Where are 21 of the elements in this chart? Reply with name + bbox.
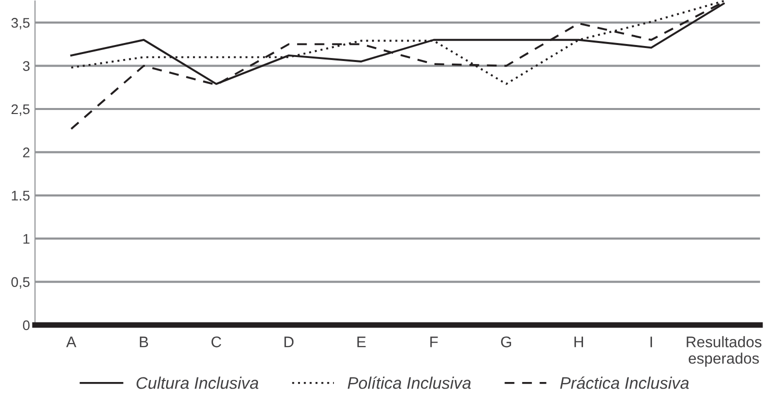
y-tick-label: 0 bbox=[22, 320, 30, 330]
y-tick-label: 3,5 bbox=[11, 18, 30, 30]
y-tick-label: 1.5 bbox=[12, 190, 30, 201]
legend-label: Práctica Inclusiva bbox=[560, 376, 689, 389]
y-tick-label: 2,5 bbox=[12, 104, 30, 116]
y-tick-label: 0,5 bbox=[11, 277, 30, 289]
y-tick-label: 3 bbox=[22, 61, 30, 71]
x-tick-label: C bbox=[212, 336, 222, 348]
y-tick-label: 2 bbox=[23, 148, 30, 158]
x-tick-label: D bbox=[284, 336, 294, 348]
x-tick-label: A bbox=[66, 336, 76, 348]
legend-label: Cultura Inclusiva bbox=[136, 376, 258, 389]
x-tick-label: I bbox=[650, 336, 652, 348]
x-tick-label: G bbox=[501, 336, 512, 348]
x-tick-label: F bbox=[430, 336, 438, 348]
x-tick-label: H bbox=[574, 336, 584, 348]
x-tick-label: B bbox=[140, 336, 148, 348]
y-tick-label: 1 bbox=[23, 234, 30, 244]
x-tick-label: E bbox=[357, 336, 366, 348]
x-tick-label: Resultados esperados bbox=[686, 336, 762, 367]
legend-label: Política Inclusiva bbox=[348, 376, 471, 389]
